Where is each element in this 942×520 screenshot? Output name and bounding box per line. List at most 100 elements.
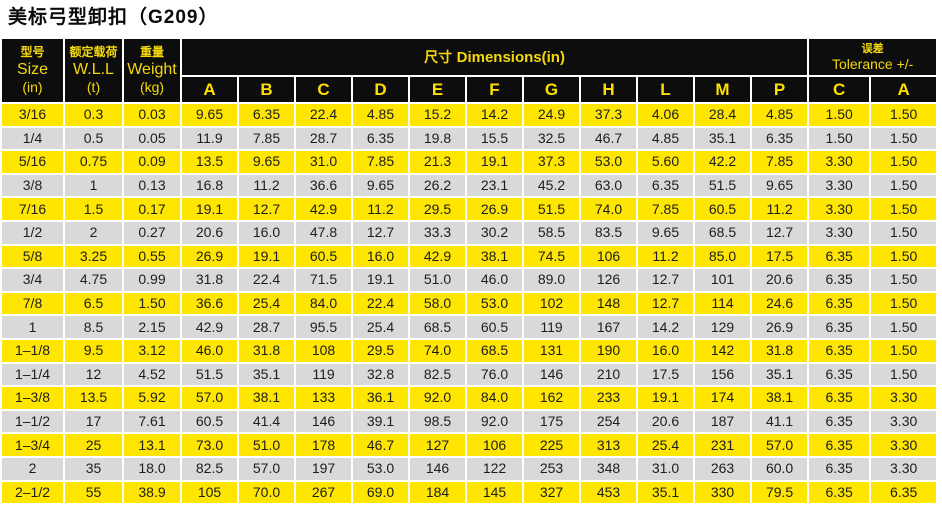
header-dim-c: C [296,77,351,102]
dimension-cell: 60.5 [467,316,522,338]
dimension-cell: 51.5 [524,198,579,220]
dimension-cell: 148 [581,292,636,315]
dimension-cell: 74.0 [410,339,465,362]
header-dim-a: A [182,77,237,102]
dimension-cell: 30.2 [467,221,522,244]
dimension-cell: 253 [524,457,579,480]
dimension-cell: 60.5 [296,245,351,268]
dimension-cell: 142 [695,339,750,362]
table-row: 1/2 2 0.27 20.6 16.0 47.8 12.7 33.3 30.2 58.5 83.5… [2,221,937,244]
dimension-cell: 167 [581,316,636,338]
dimension-cell: 95.5 [296,316,351,338]
tolerance-cell: 3.30 [809,151,870,173]
dimension-cell: 79.5 [752,481,808,504]
weight-cell: 3.12 [124,339,180,362]
tolerance-cell: 1.50 [871,174,937,197]
tolerance-cell: 1.50 [871,245,937,268]
dimension-cell: 146 [296,410,351,433]
wll-cell: 0.3 [65,104,122,126]
dimension-cell: 12.7 [239,198,294,220]
dimension-cell: 82.5 [182,457,237,480]
header-dim-b: B [239,77,294,102]
dimension-cell: 53.0 [467,292,522,315]
dimension-cell: 16.0 [239,221,294,244]
dimension-cell: 74.0 [581,198,636,220]
dimension-cell: 69.0 [353,481,408,504]
dimension-cell: 105 [182,481,237,504]
dimension-cell: 37.3 [581,104,636,126]
dimension-cell: 127 [410,434,465,456]
wll-cell: 9.5 [65,339,122,362]
dimension-cell: 233 [581,387,636,409]
dimension-cell: 119 [524,316,579,338]
size-cell: 1/4 [2,127,63,150]
dimension-cell: 29.5 [410,198,465,220]
header-dim-l: L [638,77,693,102]
dimension-cell: 131 [524,339,579,362]
dimension-cell: 106 [467,434,522,456]
wll-cell: 4.75 [65,269,122,291]
tolerance-cell: 1.50 [871,316,937,338]
dimension-cell: 162 [524,387,579,409]
table-row: 5/16 0.75 0.09 13.5 9.65 31.0 7.85 21.3 19.1 37.3… [2,151,937,173]
dimension-cell: 146 [524,363,579,386]
dimension-cell: 453 [581,481,636,504]
wll-cell: 1 [65,174,122,197]
dimension-cell: 11.9 [182,127,237,150]
tolerance-cell: 1.50 [871,269,937,291]
tolerance-cell: 3.30 [809,174,870,197]
dimension-cell: 114 [695,292,750,315]
tolerance-cell: 1.50 [809,127,870,150]
dimension-cell: 58.0 [410,292,465,315]
dimension-cell: 348 [581,457,636,480]
dimension-cell: 31.0 [296,151,351,173]
dimension-cell: 225 [524,434,579,456]
dimension-cell: 20.6 [638,410,693,433]
dimension-cell: 63.0 [581,174,636,197]
dimension-cell: 29.5 [353,339,408,362]
size-cell: 1/2 [2,221,63,244]
dimension-cell: 126 [581,269,636,291]
dimension-cell: 42.9 [182,316,237,338]
table-row: 1–3/4 25 13.1 73.0 51.0 178 46.7 127 106 225 313 25… [2,434,937,456]
dimension-cell: 57.0 [182,387,237,409]
dimension-cell: 83.5 [581,221,636,244]
header-size: 型号 Size (in) [2,39,63,102]
weight-cell: 0.05 [124,127,180,150]
dimension-cell: 4.06 [638,104,693,126]
dimension-cell: 84.0 [467,387,522,409]
tolerance-cell: 6.35 [809,316,870,338]
wll-cell: 13.5 [65,387,122,409]
dimension-cell: 184 [410,481,465,504]
header-dim-p: P [752,77,808,102]
dimension-cell: 267 [296,481,351,504]
dimension-cell: 15.5 [467,127,522,150]
dimension-cell: 263 [695,457,750,480]
shackle-spec-table: 型号 Size (in) 额定载荷 W.L.L (t) 重量 Weight (k… [0,37,938,505]
size-cell: 1–1/4 [2,363,63,386]
tolerance-cell: 3.30 [871,410,937,433]
tolerance-cell: 1.50 [871,339,937,362]
dimension-cell: 102 [524,292,579,315]
dimension-cell: 33.3 [410,221,465,244]
dimension-cell: 60.5 [695,198,750,220]
dimension-cell: 197 [296,457,351,480]
tolerance-cell: 6.35 [809,245,870,268]
dimension-cell: 19.1 [638,387,693,409]
dimension-cell: 19.1 [239,245,294,268]
dimension-cell: 210 [581,363,636,386]
dimension-cell: 19.1 [353,269,408,291]
dimension-cell: 46.7 [353,434,408,456]
wll-cell: 2 [65,221,122,244]
dimension-cell: 60.0 [752,457,808,480]
dimension-cell: 254 [581,410,636,433]
dimension-cell: 12.7 [638,292,693,315]
weight-cell: 2.15 [124,316,180,338]
dimension-cell: 17.5 [752,245,808,268]
dimension-cell: 4.85 [638,127,693,150]
dimension-cell: 145 [467,481,522,504]
dimension-cell: 60.5 [182,410,237,433]
size-cell: 3/8 [2,174,63,197]
dimension-cell: 57.0 [239,457,294,480]
tolerance-cell: 6.35 [809,481,870,504]
